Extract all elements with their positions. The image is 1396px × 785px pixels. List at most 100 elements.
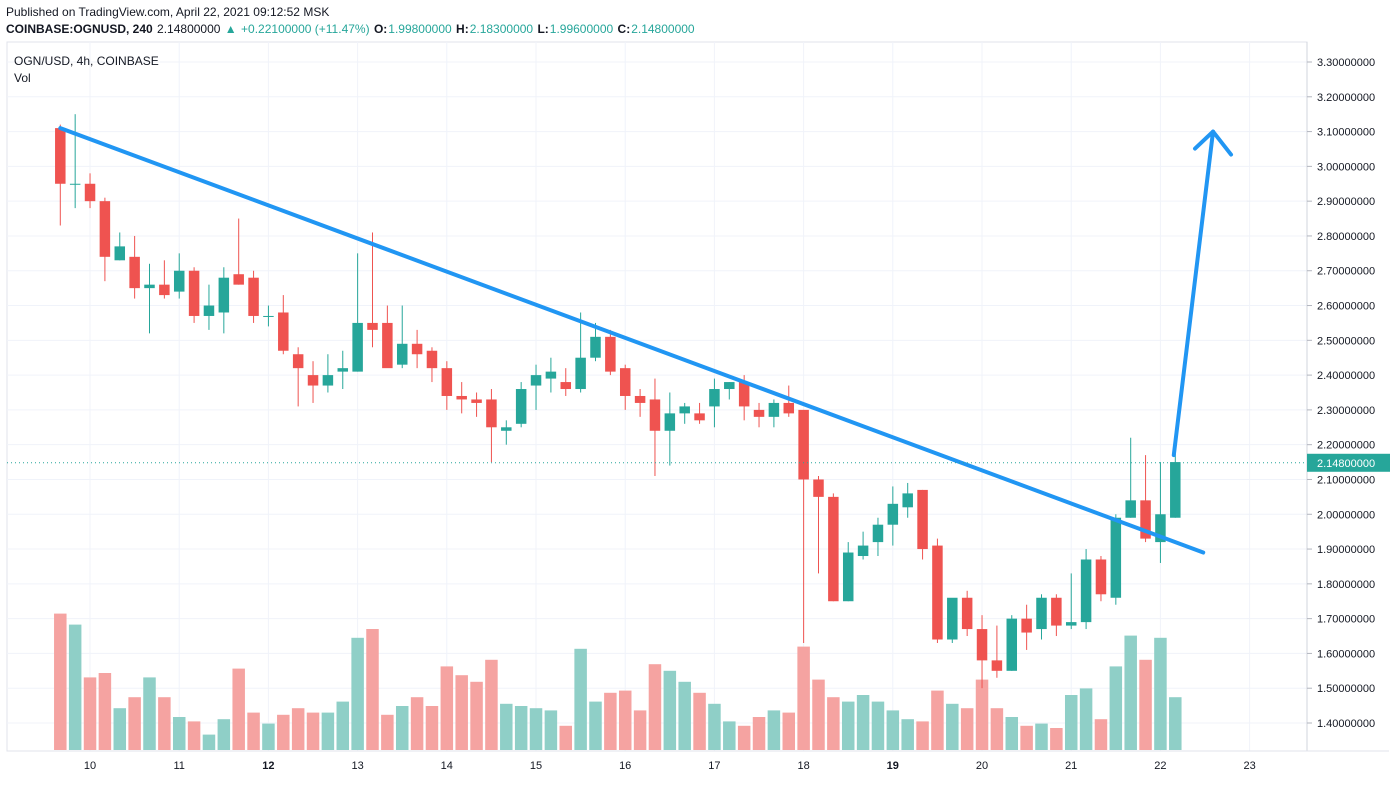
- symbol-label[interactable]: COINBASE:OGNUSD, 240: [6, 22, 153, 36]
- candle-body: [1095, 559, 1107, 595]
- y-tick-label: 2.00000000: [1317, 509, 1375, 521]
- last-price-marker: 2.14800000: [7, 453, 1390, 472]
- candle: [515, 382, 527, 428]
- volume-bar: [886, 710, 900, 750]
- volume-bar: [604, 692, 617, 750]
- candle: [1095, 556, 1107, 602]
- candle-body: [1110, 517, 1122, 598]
- candle-body: [961, 597, 973, 630]
- volume-bar: [202, 734, 216, 750]
- candle: [724, 382, 735, 400]
- y-tick-label: 1.80000000: [1317, 579, 1375, 591]
- volume-bar: [500, 703, 513, 750]
- candle-body: [1021, 618, 1032, 633]
- candle: [1036, 594, 1047, 640]
- volume-bar: [916, 721, 929, 750]
- candle-body: [798, 409, 809, 480]
- volume-bar: [514, 706, 528, 750]
- candle: [619, 364, 631, 410]
- candle-body: [352, 322, 363, 372]
- candle-body: [173, 270, 185, 292]
- volume-bar: [975, 679, 989, 750]
- volume-bar: [366, 629, 379, 750]
- candle: [961, 590, 973, 637]
- y-tick-label: 2.80000000: [1317, 231, 1375, 243]
- candle: [307, 361, 319, 403]
- annotations[interactable]: [58, 126, 1234, 555]
- volume-bar: [767, 710, 781, 750]
- y-tick-label: 3.10000000: [1317, 127, 1375, 139]
- candle-body: [679, 406, 690, 414]
- candle-body: [114, 246, 126, 261]
- volume-bar: [321, 712, 335, 750]
- candle-body: [411, 343, 423, 355]
- candle: [263, 305, 274, 327]
- up-arrow-icon: [1171, 129, 1234, 458]
- candle-body: [1125, 500, 1136, 518]
- candles[interactable]: [55, 114, 1181, 689]
- volume-bar: [782, 712, 796, 750]
- candle: [411, 329, 423, 369]
- volume-bar: [1020, 725, 1033, 750]
- candle-body: [575, 357, 586, 390]
- candle-body: [501, 427, 512, 431]
- y-tick-label: 3.20000000: [1317, 92, 1375, 104]
- candle: [292, 347, 304, 407]
- candle: [322, 354, 334, 393]
- y-tick-label: 2.30000000: [1317, 405, 1375, 417]
- y-tick-label: 1.40000000: [1317, 718, 1375, 730]
- candle: [679, 402, 690, 424]
- volume-bar: [232, 668, 245, 750]
- candle: [694, 402, 705, 424]
- low-label: L:: [537, 22, 549, 36]
- last-price-label: 2.14800000: [1317, 458, 1375, 470]
- volume-bar: [574, 648, 587, 750]
- open-label: O:: [373, 22, 388, 36]
- volume-legend[interactable]: Vol: [14, 71, 31, 85]
- y-tick-label: 2.40000000: [1317, 370, 1375, 382]
- volume-bar: [990, 708, 1004, 750]
- volume-bar: [247, 712, 260, 750]
- candle-body: [1051, 597, 1062, 626]
- plot-frame: [6, 41, 1308, 752]
- candle: [976, 615, 988, 689]
- candle: [857, 531, 869, 560]
- series-legend[interactable]: OGN/USD, 4h, COINBASE: [14, 54, 159, 68]
- candle-body: [828, 496, 839, 602]
- candle-body: [724, 382, 735, 390]
- candle: [1080, 549, 1092, 630]
- candle: [188, 267, 200, 323]
- volume-bar: [1124, 635, 1137, 750]
- candle-body: [813, 479, 824, 497]
- candle-body: [738, 382, 750, 407]
- candle: [144, 263, 155, 334]
- volume-bar: [410, 697, 424, 750]
- price-axis[interactable]: 3.30000000 3.20000000 3.10000000 3.00000000…: [1307, 57, 1375, 730]
- x-tick-label: 14: [441, 760, 453, 772]
- candle: [634, 389, 646, 417]
- candle: [932, 538, 943, 643]
- x-tick-label: 15: [530, 760, 542, 772]
- volume-bar: [262, 723, 275, 750]
- candle: [530, 364, 542, 410]
- y-tick-label: 3.00000000: [1317, 161, 1375, 173]
- x-tick-label: 23: [1243, 760, 1255, 772]
- candle-body: [129, 256, 140, 289]
- volume-bar: [931, 690, 944, 750]
- candle-body: [263, 315, 274, 317]
- x-tick-label: 18: [797, 760, 809, 772]
- y-tick-label: 2.20000000: [1317, 440, 1375, 452]
- candle-body: [1170, 462, 1181, 518]
- volume-bar: [812, 679, 825, 750]
- candle: [159, 260, 170, 299]
- x-tick-label: 11: [173, 760, 184, 772]
- volume-bar: [901, 719, 914, 750]
- candle-body: [188, 270, 200, 316]
- candle-body: [396, 343, 408, 365]
- candle: [233, 218, 244, 285]
- candle: [471, 392, 482, 417]
- time-axis[interactable]: 10 11 12 13 14 15 16 17 18 19 20 21 22 23: [84, 760, 1256, 772]
- arrow-shaft: [1171, 129, 1216, 458]
- volume-bar: [1169, 697, 1182, 750]
